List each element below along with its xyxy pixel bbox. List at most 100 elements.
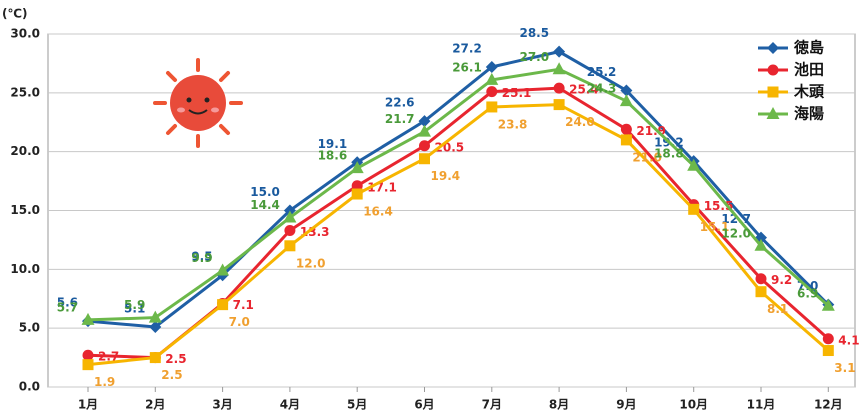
- marker: [283, 210, 297, 223]
- marker: [553, 99, 565, 111]
- data-label: 28.5: [519, 26, 549, 40]
- y-tick-label: 15.0: [10, 203, 40, 217]
- data-label: 14.4: [250, 198, 280, 212]
- x-tick-label: 5月: [347, 398, 367, 412]
- marker: [81, 312, 95, 325]
- x-tick-label: 6月: [414, 398, 434, 412]
- marker: [486, 86, 498, 98]
- legend-label: 木頭: [793, 83, 825, 101]
- marker: [418, 124, 431, 137]
- x-tick-label: 9月: [616, 398, 636, 412]
- marker: [419, 140, 430, 152]
- data-label: 12.7: [721, 212, 751, 226]
- sun-icon: [153, 58, 243, 148]
- series: 1.9 2.5 7.0 12.0 16.4 19.4 23.8 24.0 21.0 15.1 8.1…: [82, 99, 856, 389]
- x-tick-label: 11月: [747, 398, 776, 412]
- marker: [82, 349, 94, 361]
- data-label: 9.9: [191, 251, 212, 265]
- marker: [688, 203, 700, 215]
- data-label: 27.2: [452, 41, 482, 55]
- series-line: [87, 103, 830, 367]
- x-tick-label: 10月: [679, 398, 708, 412]
- marker: [486, 101, 498, 113]
- marker: [418, 115, 431, 128]
- x-tick-label: 2月: [145, 398, 165, 412]
- data-label: 12.0: [721, 226, 751, 240]
- legend-marker: [767, 86, 779, 98]
- marker: [148, 310, 162, 323]
- data-label: 21.9: [636, 124, 666, 138]
- data-label: 18.8: [654, 146, 684, 160]
- x-tick-label: 12月: [814, 398, 843, 412]
- marker: [419, 153, 430, 165]
- data-label: 5.7: [57, 300, 78, 314]
- data-label: 2.5: [161, 368, 182, 382]
- marker: [351, 188, 363, 200]
- data-label: 5.1: [124, 301, 145, 315]
- x-tick-label: 3月: [212, 398, 232, 412]
- data-label: 27.0: [519, 50, 549, 64]
- marker: [553, 45, 566, 58]
- y-tick-label: 5.0: [19, 321, 40, 335]
- marker: [350, 161, 364, 174]
- series: 5.6 5.19.515.019.122.627.228.525.219.212.…: [57, 26, 835, 333]
- y-tick-label: 10.0: [10, 262, 40, 276]
- data-label: 3.1: [834, 361, 855, 375]
- marker: [149, 320, 162, 333]
- marker: [552, 62, 566, 75]
- legend-label: 池田: [794, 61, 824, 79]
- marker: [284, 240, 296, 252]
- data-label: 25.1: [502, 86, 532, 100]
- marker: [485, 60, 498, 73]
- data-label: 24.3: [587, 82, 617, 96]
- data-label: 2.7: [98, 350, 119, 364]
- series-line: [87, 50, 830, 329]
- series-line: [87, 67, 830, 322]
- data-label: 7.0: [229, 315, 250, 329]
- data-label: 7.1: [233, 298, 254, 312]
- marker: [821, 298, 835, 311]
- marker: [620, 84, 633, 97]
- data-label: 25.2: [587, 65, 617, 79]
- data-label: 4.1: [838, 333, 859, 347]
- y-tick-label: 30.0: [10, 27, 40, 41]
- data-label: 8.1: [767, 302, 788, 316]
- y-tick-label: 25.0: [10, 85, 40, 99]
- data-label: 9.2: [771, 273, 792, 287]
- marker: [620, 123, 632, 135]
- marker: [82, 359, 94, 371]
- data-label: 1.9: [94, 375, 115, 389]
- data-label: 5.6: [57, 296, 78, 310]
- marker: [755, 273, 767, 285]
- marker: [284, 225, 296, 237]
- legend-label: 海陽: [794, 105, 824, 123]
- data-label: 6.9: [797, 286, 818, 300]
- marker: [755, 286, 767, 298]
- marker: [485, 72, 499, 85]
- data-label: 12.0: [296, 256, 326, 270]
- y-axis-label: (℃): [2, 7, 28, 21]
- data-label: 19.4: [431, 169, 461, 183]
- marker: [149, 352, 161, 364]
- data-label: 19.1: [318, 137, 348, 151]
- data-label: 24.0: [565, 115, 595, 129]
- marker: [754, 238, 768, 251]
- data-label: 9.5: [191, 250, 212, 264]
- marker: [687, 158, 701, 171]
- marker: [216, 263, 230, 276]
- marker: [619, 94, 633, 107]
- y-tick-label: 20.0: [10, 144, 40, 158]
- series: 5.7 5.9 9.9 14.4 18.6 21.7 26.1 27.0 24.3 18.8 12.…: [57, 50, 835, 325]
- data-label: 18.6: [318, 149, 348, 163]
- legend-marker: [767, 64, 779, 76]
- x-tick-label: 1月: [78, 398, 98, 412]
- data-label: 5.9: [124, 298, 145, 312]
- data-label: 2.5: [165, 352, 186, 366]
- data-label: 15.1: [700, 220, 730, 234]
- legend-label: 徳島: [793, 39, 824, 57]
- data-label: 22.6: [385, 96, 415, 110]
- legend-marker: [766, 107, 780, 119]
- data-label: 16.4: [363, 205, 393, 219]
- data-label: 13.3: [300, 225, 330, 239]
